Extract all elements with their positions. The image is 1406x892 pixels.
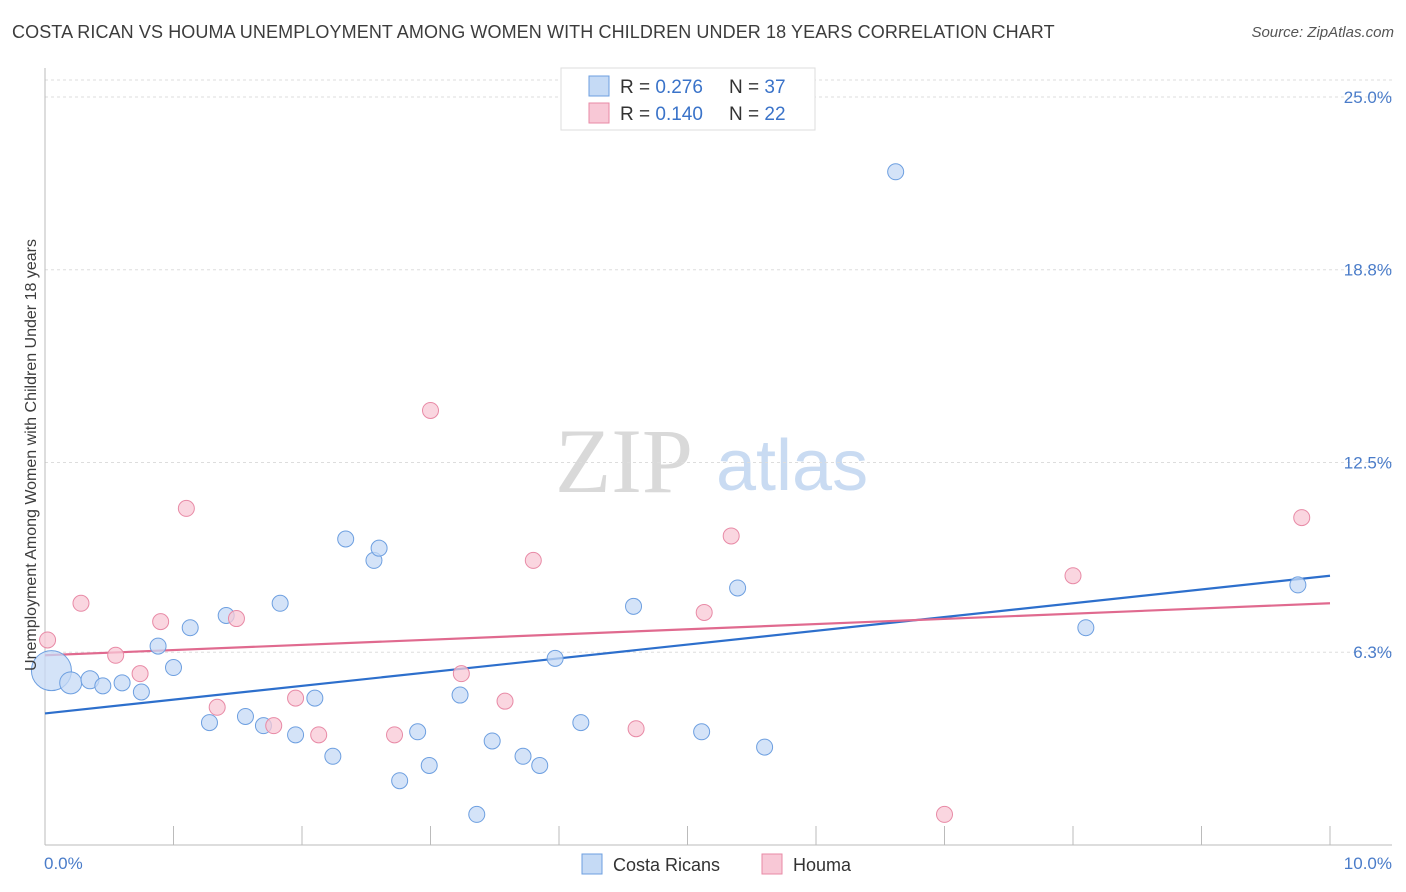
- bottom-legend-costa-ricans: Costa Ricans: [613, 855, 720, 875]
- data-points: [30, 163, 1311, 823]
- grid-lines: [45, 79, 1392, 653]
- point-houma: [452, 665, 470, 683]
- point-costa-ricans: [200, 714, 218, 732]
- y-tick-label: 6.3%: [1353, 643, 1392, 662]
- point-houma: [1293, 509, 1311, 527]
- point-houma: [72, 594, 90, 612]
- point-costa-ricans: [391, 772, 409, 790]
- point-houma: [1064, 567, 1082, 585]
- legend-swatch-costa-ricans: [588, 75, 610, 97]
- point-houma: [627, 720, 645, 738]
- point-houma: [287, 689, 305, 707]
- point-costa-ricans: [113, 674, 131, 692]
- point-costa-ricans: [546, 649, 564, 667]
- point-costa-ricans: [409, 723, 427, 741]
- legend-r-value-2: 0.140: [655, 104, 703, 125]
- point-costa-ricans: [94, 677, 112, 695]
- y-tick-label: 12.5%: [1344, 454, 1392, 473]
- legend-r-label-2: R = 0.140: [620, 104, 703, 125]
- point-costa-ricans: [514, 747, 532, 765]
- point-houma: [152, 613, 170, 631]
- source-label: Source: ZipAtlas.com: [1251, 24, 1394, 41]
- point-houma: [265, 717, 283, 735]
- trend-line-houma: [44, 602, 1331, 657]
- point-houma: [39, 631, 57, 649]
- point-costa-ricans: [693, 723, 711, 741]
- bottom-legend-houma: Houma: [793, 855, 852, 875]
- point-costa-ricans: [236, 707, 254, 725]
- legend-n-label-1: N = 37: [729, 77, 786, 98]
- point-costa-ricans: [306, 689, 324, 707]
- point-houma: [227, 610, 245, 628]
- point-houma: [177, 499, 195, 517]
- point-houma: [208, 698, 226, 716]
- point-costa-ricans: [887, 163, 905, 181]
- point-costa-ricans: [572, 714, 590, 732]
- point-houma: [310, 726, 328, 744]
- point-costa-ricans: [756, 738, 774, 756]
- point-houma: [695, 603, 713, 621]
- point-houma: [524, 551, 542, 569]
- point-costa-ricans: [1077, 619, 1095, 637]
- point-costa-ricans: [370, 539, 388, 557]
- point-costa-ricans: [468, 805, 486, 823]
- bottom-legend-swatch-costa-ricans: [581, 853, 603, 875]
- point-houma: [107, 646, 125, 664]
- legend-n-label-2: N = 22: [729, 104, 786, 125]
- x-tick-label: 10.0%: [1344, 854, 1392, 873]
- point-houma: [722, 527, 740, 545]
- chart-title: COSTA RICAN VS HOUMA UNEMPLOYMENT AMONG …: [12, 22, 1055, 42]
- point-costa-ricans: [59, 671, 83, 695]
- point-houma: [936, 805, 953, 823]
- point-costa-ricans: [483, 732, 501, 750]
- point-costa-ricans: [451, 686, 469, 704]
- point-costa-ricans: [531, 756, 549, 774]
- point-costa-ricans: [271, 594, 289, 612]
- trend-lines: [44, 574, 1331, 715]
- legend-r-label-1: R = 0.276: [620, 77, 703, 98]
- x-tick-label: 0.0%: [44, 854, 83, 873]
- point-costa-ricans: [1289, 576, 1307, 594]
- point-costa-ricans: [132, 683, 150, 701]
- y-axis-label: Unemployment Among Women with Children U…: [23, 239, 40, 671]
- watermark-zip: ZIP: [555, 410, 693, 512]
- point-costa-ricans: [149, 637, 167, 655]
- legend-n-value-1: 37: [764, 77, 785, 98]
- point-houma: [386, 726, 404, 744]
- legend-r-value-1: 0.276: [655, 77, 703, 98]
- bottom-legend: Costa Ricans Houma: [581, 853, 852, 875]
- tick-labels: 6.3% 12.5% 18.8% 25.0% 0.0% 10.0%: [44, 88, 1392, 873]
- top-legend: R = 0.276 N = 37 R = 0.140 N = 22: [560, 67, 816, 131]
- axes: [44, 68, 1392, 846]
- point-costa-ricans: [625, 597, 643, 615]
- legend-swatch-houma: [588, 102, 610, 124]
- watermark-atlas: atlas: [716, 426, 868, 506]
- point-houma: [496, 692, 514, 710]
- point-costa-ricans: [729, 579, 747, 597]
- y-tick-label: 18.8%: [1344, 261, 1392, 280]
- point-costa-ricans: [420, 756, 438, 774]
- point-costa-ricans: [337, 530, 355, 548]
- point-costa-ricans: [287, 726, 305, 744]
- legend-n-value-2: 22: [764, 104, 785, 125]
- point-costa-ricans: [165, 659, 182, 677]
- trend-line-costa-ricans: [44, 574, 1331, 715]
- point-costa-ricans: [324, 747, 342, 765]
- point-costa-ricans: [181, 619, 199, 637]
- bottom-legend-swatch-houma: [761, 853, 783, 875]
- point-houma: [131, 665, 149, 683]
- point-houma: [422, 401, 439, 419]
- y-tick-label: 25.0%: [1344, 88, 1392, 107]
